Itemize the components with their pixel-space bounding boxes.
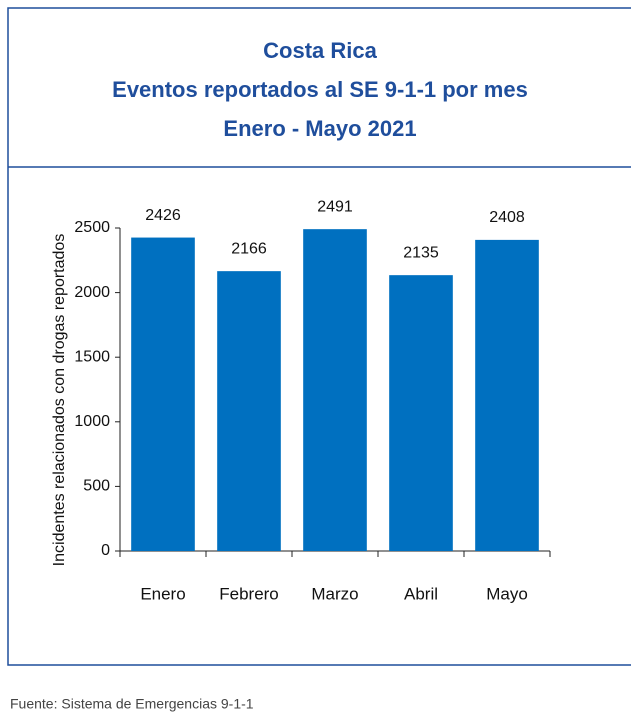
value-label: 2491 [317, 198, 353, 215]
chart-title: Enero - Mayo 2021 [223, 116, 416, 141]
source: Fuente: Sistema de Emergencias 9-1-1 [10, 696, 254, 712]
x-tick-label: Enero [140, 584, 185, 603]
chart-title: Eventos reportados al SE 9-1-1 por mes [112, 77, 528, 102]
bar [475, 239, 539, 551]
x-tick-label: Mayo [486, 584, 528, 603]
bar [217, 271, 281, 551]
bar [131, 237, 195, 552]
bar [303, 229, 367, 552]
x-tick-label: Marzo [311, 584, 358, 603]
y-tick-label: 2500 [74, 219, 110, 236]
x-tick-label: Abril [404, 584, 438, 603]
chart-title: Costa Rica [263, 38, 377, 63]
y-tick-label: 500 [83, 478, 110, 495]
value-label: 2408 [489, 209, 525, 226]
value-label: 2135 [403, 244, 439, 261]
bar [389, 275, 453, 551]
value-label: 2166 [231, 240, 267, 257]
value-label: 2426 [145, 207, 181, 224]
y-tick-label: 0 [101, 542, 110, 559]
x-tick-label: Febrero [219, 584, 279, 603]
y-axis-label: Incidentes relacionados con drogas repor… [51, 234, 68, 567]
y-tick-label: 1000 [74, 413, 110, 430]
y-tick-label: 1500 [74, 348, 110, 365]
frame [7, 7, 631, 666]
y-tick-label: 2000 [74, 284, 110, 301]
